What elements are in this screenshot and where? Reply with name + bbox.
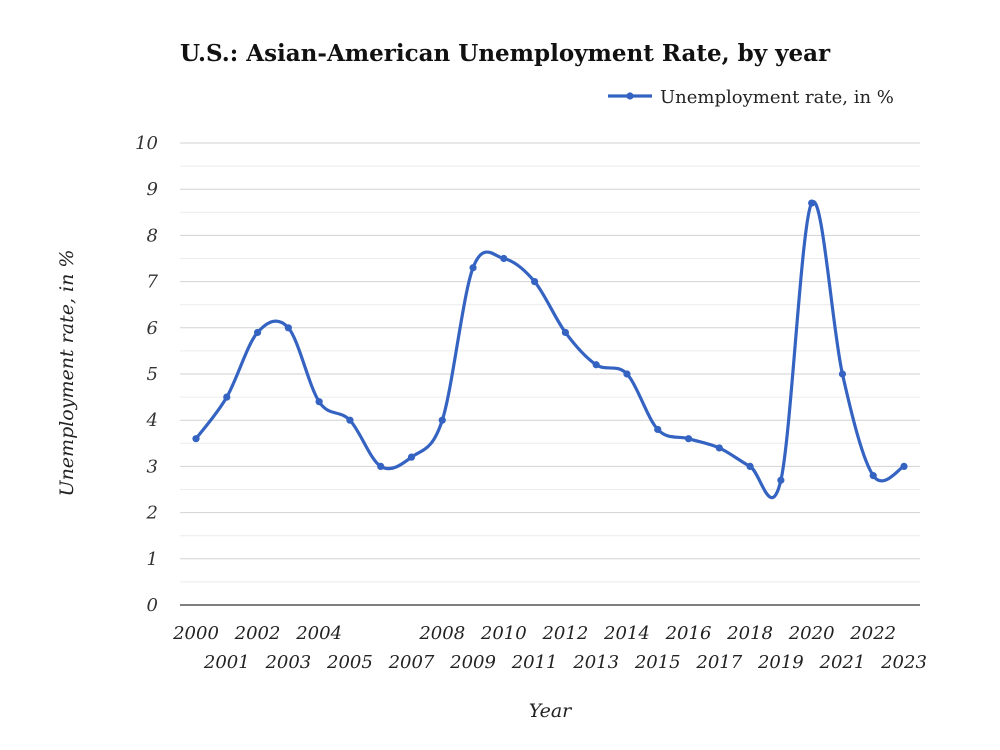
y-tick-label: 9 — [147, 179, 158, 200]
data-point-2018 — [746, 462, 754, 470]
legend-label: Unemployment rate, in % — [660, 87, 894, 108]
y-tick-label: 4 — [146, 410, 158, 431]
data-point-2022 — [869, 472, 877, 480]
y-axis-label: Unemployment rate, in % — [56, 250, 78, 497]
data-point-2005 — [346, 416, 354, 424]
data-point-2020 — [808, 199, 816, 207]
x-tick-label: 2023 — [880, 652, 927, 673]
data-point-2006 — [377, 462, 385, 470]
data-point-2004 — [315, 398, 323, 406]
data-point-2014 — [623, 370, 631, 378]
x-tick-label: 2015 — [634, 652, 681, 673]
x-tick-label: 2009 — [449, 652, 496, 673]
data-point-2010 — [500, 254, 508, 263]
data-point-2019 — [777, 476, 785, 484]
x-tick-label: 2017 — [695, 652, 742, 673]
data-point-2011 — [531, 278, 539, 286]
data-point-2023 — [900, 462, 908, 470]
data-point-2015 — [654, 425, 662, 434]
x-tick-label: 2016 — [665, 623, 712, 644]
x-tick-label: 2003 — [264, 652, 311, 673]
x-tick-label: 2018 — [726, 623, 773, 644]
data-points — [192, 199, 908, 484]
x-tick-label: 2002 — [234, 623, 281, 644]
data-point-2002 — [253, 328, 262, 337]
x-tick-labels: 2000 2001 2002 2003 2004 2005 2007 2008 2009 2010… — [172, 623, 927, 673]
series-line — [194, 199, 906, 500]
x-axis-label: Year — [529, 700, 573, 722]
data-point-2007 — [407, 453, 416, 461]
y-tick-label: 3 — [147, 456, 158, 477]
x-tick-label: 2020 — [788, 623, 835, 644]
data-point-2003 — [284, 324, 292, 332]
y-tick-label: 2 — [146, 503, 158, 524]
x-tick-label: 2019 — [757, 652, 804, 673]
x-tick-label: 2000 — [172, 623, 219, 644]
x-tick-label: 2008 — [418, 623, 465, 644]
x-tick-label: 2007 — [388, 652, 435, 673]
data-point-2021 — [838, 370, 847, 378]
y-tick-label: 6 — [147, 318, 158, 339]
x-tick-label: 2014 — [603, 623, 650, 644]
gridlines — [180, 142, 920, 583]
x-tick-label: 2012 — [541, 623, 588, 644]
y-tick-label: 0 — [147, 595, 158, 616]
data-point-2009 — [469, 264, 477, 272]
y-tick-label: 7 — [147, 272, 159, 293]
x-tick-label: 2013 — [572, 652, 619, 673]
x-tick-label: 2001 — [203, 652, 250, 673]
legend-swatch-marker — [626, 92, 634, 100]
legend: Unemployment rate, in % — [608, 87, 894, 108]
data-point-2012 — [561, 328, 569, 337]
chart-title: U.S.: Asian-American Unemployment Rate, … — [180, 40, 831, 67]
x-tick-label: 2011 — [511, 652, 558, 673]
data-point-2000 — [192, 435, 200, 443]
data-point-2016 — [684, 435, 693, 443]
data-point-2008 — [438, 416, 446, 424]
y-tick-label: 8 — [147, 225, 158, 246]
y-tick-label: 10 — [135, 133, 158, 154]
x-tick-label: 2022 — [849, 623, 896, 644]
x-tick-label: 2004 — [295, 623, 342, 644]
data-point-2017 — [715, 444, 723, 452]
y-tick-label: 5 — [147, 364, 158, 385]
y-tick-label: 1 — [147, 549, 158, 570]
x-tick-label: 2010 — [480, 623, 527, 644]
y-tick-labels: 0 1 2 3 4 5 6 7 8 9 10 — [135, 133, 158, 616]
data-point-2001 — [223, 393, 231, 401]
data-point-2013 — [592, 361, 600, 369]
x-tick-label: 2005 — [326, 652, 373, 673]
x-tick-label: 2021 — [819, 652, 866, 673]
